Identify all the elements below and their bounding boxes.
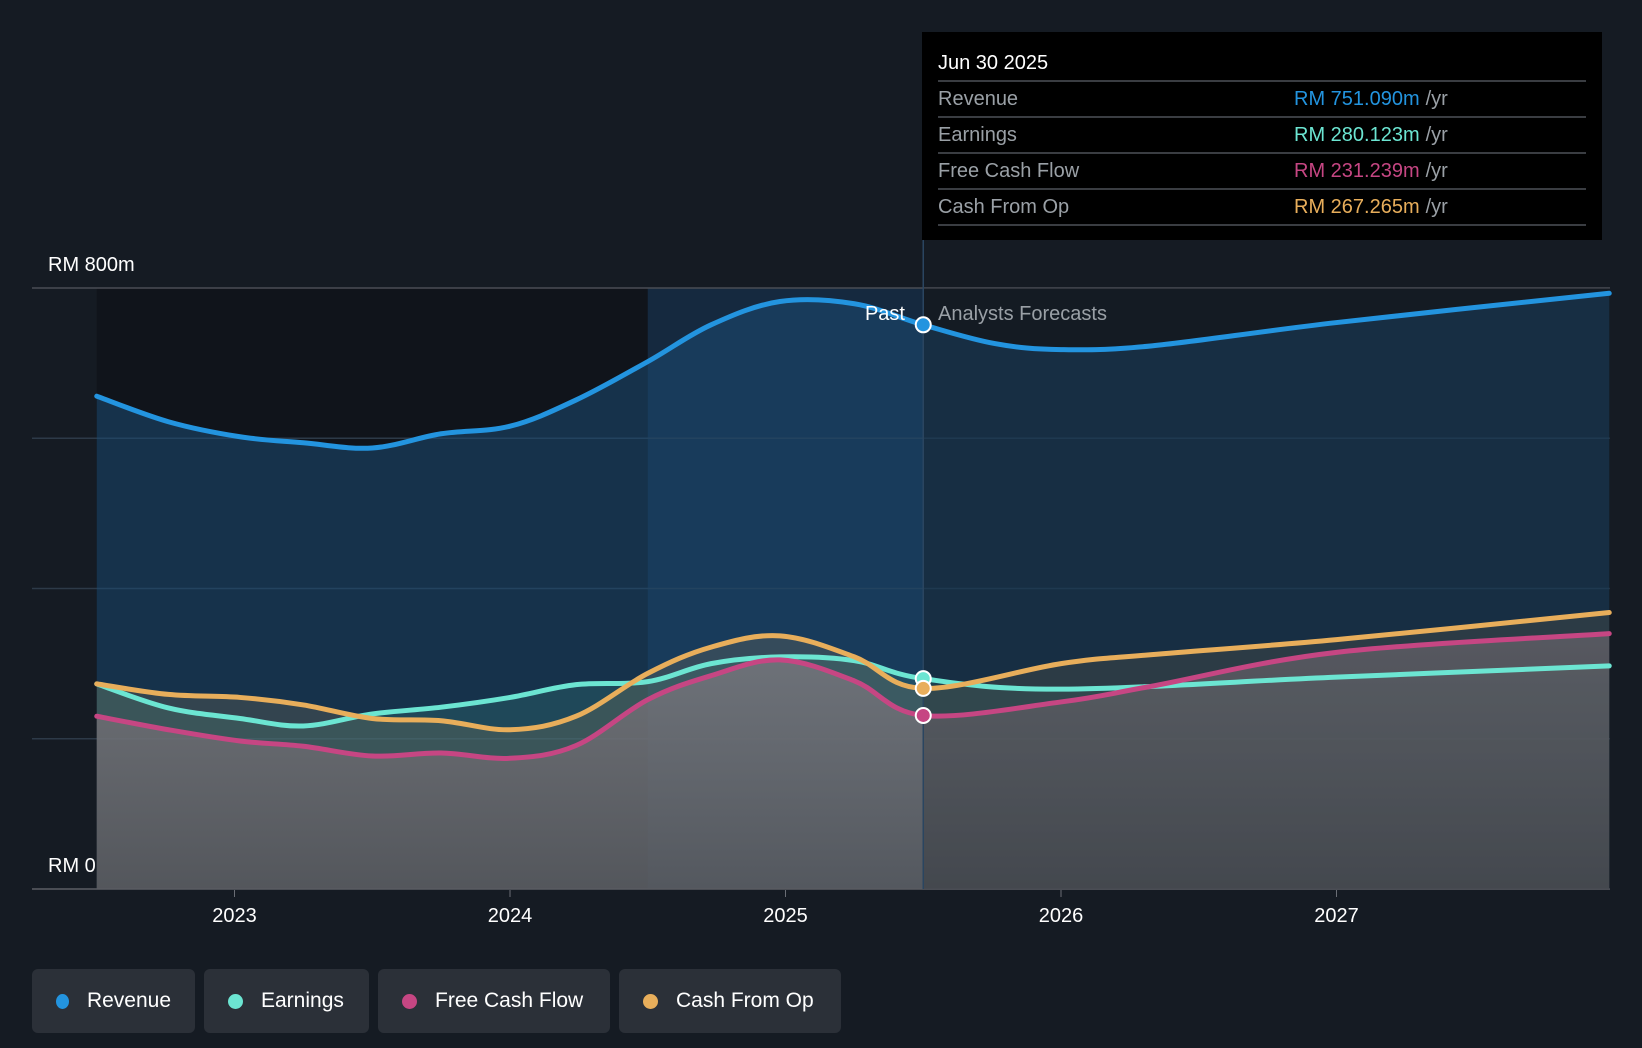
y-label-min: RM 0	[48, 855, 96, 877]
tooltip-unit: /yr	[1425, 124, 1448, 146]
tooltip-label: Free Cash Flow	[938, 160, 1080, 182]
tooltip-date: Jun 30 2025	[938, 46, 1586, 82]
x-tick-label-2026: 2026	[1039, 905, 1084, 927]
tooltip-row-cash-from-op: Cash From Op RM 267.265m /yr	[938, 190, 1586, 226]
tooltip-value: RM 280.123m	[1294, 124, 1420, 146]
legend-item-cash-from-op[interactable]: Cash From Op	[619, 969, 841, 1033]
tooltip-label: Revenue	[938, 88, 1019, 110]
legend: Revenue Earnings Free Cash Flow Cash Fro…	[32, 969, 841, 1033]
legend-dot-icon	[56, 993, 69, 1009]
marker-cash-from-op	[914, 679, 932, 697]
legend-label: Cash From Op	[676, 989, 814, 1012]
tooltip-row-revenue: Revenue RM 751.090m /yr	[938, 82, 1586, 118]
x-tick-label-2024: 2024	[488, 905, 533, 927]
line-revenue	[94, 290, 1612, 451]
line-cash-from-op	[94, 610, 1612, 733]
marker-free-cash-flow	[914, 706, 932, 724]
tooltip-unit: /yr	[1425, 196, 1448, 218]
marker-revenue	[914, 316, 932, 334]
tooltip-unit: /yr	[1425, 160, 1448, 182]
x-tick-label-2023: 2023	[212, 905, 257, 927]
tooltip-row-free-cash-flow: Free Cash Flow RM 231.239m /yr	[938, 154, 1586, 190]
x-tick-label-2027: 2027	[1314, 905, 1359, 927]
forecast-overlay	[923, 288, 1610, 889]
legend-label: Revenue	[86, 989, 171, 1012]
tooltip-label: Earnings	[938, 124, 1017, 146]
legend-item-free-cash-flow[interactable]: Free Cash Flow	[378, 969, 610, 1033]
tooltip: Jun 30 2025 Revenue RM 751.090m /yr Earn…	[922, 32, 1602, 240]
tooltip-value: RM 267.265m	[1294, 196, 1420, 218]
legend-item-earnings[interactable]: Earnings	[204, 969, 369, 1033]
tooltip-value: RM 751.090m	[1294, 88, 1420, 110]
tooltip-row-earnings: Earnings RM 280.123m /yr	[938, 118, 1586, 154]
past-label: Past	[865, 303, 905, 325]
legend-label: Earnings	[261, 989, 344, 1012]
tooltip-label: Cash From Op	[938, 196, 1070, 218]
tooltip-value: RM 231.239m	[1294, 160, 1420, 182]
chart: RM 800m RM 0 Past Analysts Forecasts 202…	[32, 240, 1612, 927]
tooltip-unit: /yr	[1425, 88, 1448, 110]
legend-label: Free Cash Flow	[435, 989, 584, 1012]
area-base	[96, 633, 1610, 889]
legend-dot-icon	[228, 993, 243, 1009]
y-label-max: RM 800m	[48, 254, 135, 276]
legend-item-revenue[interactable]: Revenue	[32, 969, 195, 1033]
forecast-label: Analysts Forecasts	[938, 303, 1107, 325]
legend-dot-icon	[643, 993, 658, 1009]
legend-dot-icon	[402, 993, 417, 1009]
line-free-cash-flow	[94, 631, 1612, 761]
x-tick-label-2025: 2025	[763, 905, 808, 927]
